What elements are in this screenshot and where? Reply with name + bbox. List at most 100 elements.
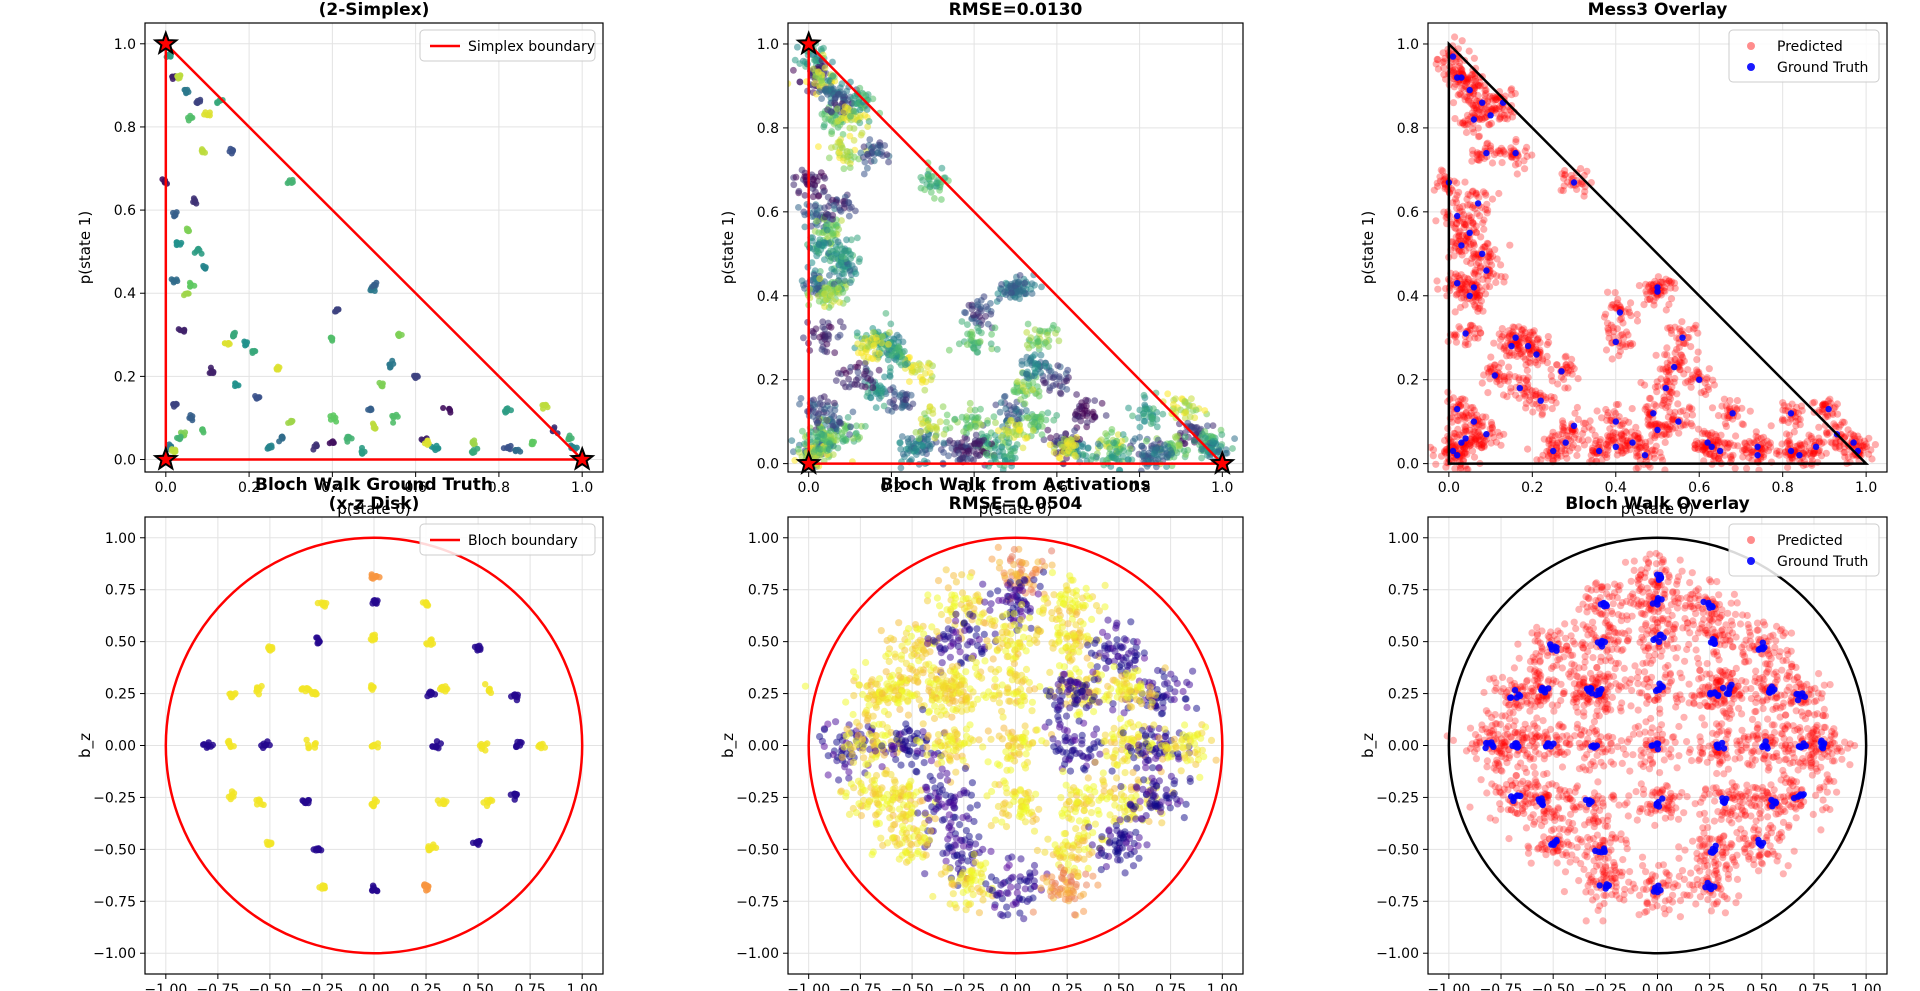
data-point bbox=[1659, 456, 1667, 464]
data-point bbox=[1497, 113, 1505, 121]
data-point bbox=[829, 58, 836, 66]
data-point bbox=[1734, 442, 1742, 450]
data-point bbox=[1701, 430, 1709, 438]
data-point bbox=[1452, 233, 1460, 241]
data-point bbox=[333, 306, 340, 313]
data-point bbox=[1730, 441, 1738, 449]
data-point bbox=[1528, 387, 1536, 395]
data-point bbox=[1460, 220, 1469, 228]
data-point bbox=[1663, 377, 1671, 385]
data-point bbox=[1723, 406, 1731, 414]
data-point bbox=[1065, 447, 1072, 455]
data-point bbox=[1006, 451, 1014, 459]
data-point bbox=[1470, 406, 1478, 414]
data-point bbox=[1513, 352, 1521, 360]
data-point bbox=[821, 256, 828, 263]
y-tick-label: 1.0 bbox=[757, 37, 779, 53]
y-tick-label: 0.8 bbox=[757, 121, 779, 137]
data-point bbox=[1461, 448, 1469, 456]
data-point bbox=[1091, 397, 1099, 404]
data-point bbox=[990, 413, 998, 421]
data-point bbox=[844, 148, 851, 155]
data-point bbox=[1523, 366, 1531, 374]
data-point bbox=[1775, 451, 1783, 459]
data-point bbox=[1562, 361, 1570, 369]
data-point bbox=[1466, 426, 1474, 434]
data-point bbox=[1436, 177, 1444, 185]
data-point bbox=[871, 349, 879, 356]
data-point bbox=[372, 425, 379, 432]
data-point bbox=[1450, 83, 1458, 91]
data-point bbox=[857, 149, 865, 157]
data-point bbox=[1434, 65, 1442, 73]
data-point bbox=[996, 408, 1004, 416]
data-point bbox=[821, 405, 828, 413]
data-point bbox=[1714, 437, 1722, 445]
data-point bbox=[1428, 443, 1434, 451]
data-point bbox=[1631, 432, 1639, 440]
data-point bbox=[1473, 293, 1481, 301]
data-point bbox=[1475, 421, 1483, 429]
data-point bbox=[905, 440, 913, 448]
data-point bbox=[1528, 151, 1536, 159]
data-point bbox=[1824, 412, 1832, 420]
data-point bbox=[1809, 449, 1817, 457]
data-point bbox=[1503, 115, 1511, 123]
data-point bbox=[1543, 341, 1551, 349]
data-point bbox=[1675, 363, 1683, 371]
data-point bbox=[1459, 119, 1467, 127]
data-point bbox=[1609, 436, 1617, 445]
data-point bbox=[1627, 312, 1635, 320]
data-point bbox=[1071, 415, 1079, 423]
data-point bbox=[865, 152, 872, 160]
data-point bbox=[1726, 439, 1734, 447]
data-point bbox=[1642, 443, 1650, 451]
data-point bbox=[1452, 291, 1460, 299]
data-point bbox=[1471, 291, 1479, 299]
data-point bbox=[897, 445, 905, 453]
data-point bbox=[1549, 439, 1557, 447]
data-point bbox=[794, 445, 802, 453]
data-point bbox=[1478, 444, 1486, 452]
data-point bbox=[1511, 373, 1519, 381]
data-point bbox=[1508, 349, 1516, 357]
data-point bbox=[1767, 422, 1775, 430]
data-point bbox=[1460, 85, 1468, 93]
data-point bbox=[1669, 418, 1677, 426]
data-point bbox=[1459, 280, 1467, 288]
data-point bbox=[174, 73, 181, 80]
data-point bbox=[1519, 374, 1527, 382]
data-point bbox=[1568, 370, 1576, 378]
data-point bbox=[1450, 433, 1458, 441]
data-point bbox=[1525, 335, 1533, 343]
data-point bbox=[1687, 383, 1695, 391]
data-point bbox=[818, 110, 826, 118]
data-point bbox=[1779, 399, 1787, 407]
data-point bbox=[1453, 191, 1461, 199]
data-point bbox=[1687, 375, 1695, 383]
data-point bbox=[795, 187, 803, 195]
data-point bbox=[1660, 287, 1668, 295]
data-point bbox=[829, 229, 837, 237]
data-point bbox=[927, 188, 935, 196]
data-point bbox=[1475, 325, 1483, 333]
data-point bbox=[1675, 429, 1683, 437]
data-point bbox=[849, 94, 857, 102]
data-point bbox=[995, 427, 1002, 435]
data-point bbox=[1505, 327, 1513, 335]
data-point bbox=[177, 433, 184, 440]
data-point bbox=[1581, 183, 1589, 191]
data-point bbox=[1673, 390, 1681, 398]
data-point bbox=[1502, 347, 1510, 355]
data-point bbox=[1543, 447, 1551, 455]
data-point bbox=[798, 277, 806, 285]
data-point bbox=[1500, 344, 1508, 352]
data-point bbox=[1779, 415, 1787, 423]
data-point bbox=[1115, 448, 1123, 456]
data-point bbox=[1515, 342, 1523, 350]
data-point bbox=[1499, 391, 1508, 399]
data-point bbox=[1481, 205, 1490, 213]
data-point bbox=[1024, 320, 1032, 328]
data-point bbox=[1637, 379, 1645, 387]
data-point bbox=[1581, 419, 1589, 427]
